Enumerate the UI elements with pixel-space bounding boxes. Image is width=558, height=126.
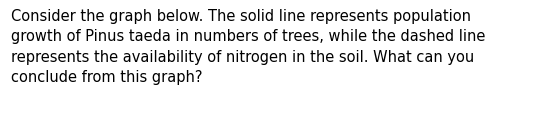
Text: Consider the graph below. The solid line represents population
growth of Pinus t: Consider the graph below. The solid line… (11, 9, 485, 85)
